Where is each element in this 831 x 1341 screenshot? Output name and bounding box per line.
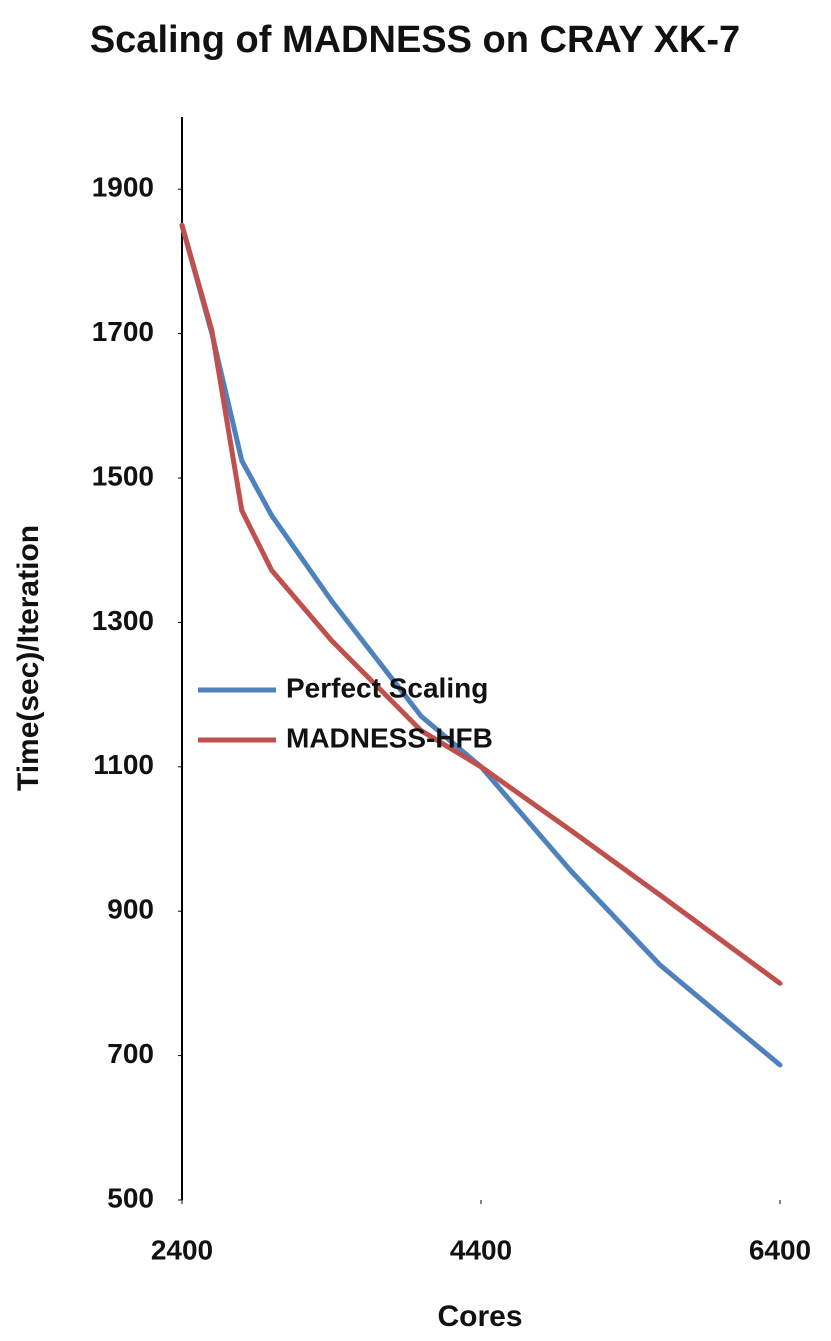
y-tick-label: 1700: [92, 316, 154, 347]
y-tick-label: 1900: [92, 172, 154, 203]
x-axis-label: Cores: [437, 1300, 522, 1333]
y-tick-label: 1300: [92, 605, 154, 636]
x-tick-label: 6400: [749, 1234, 811, 1265]
y-tick-label: 500: [107, 1182, 154, 1213]
x-tick-label: 4400: [450, 1234, 512, 1265]
series-line: [179, 222, 783, 1068]
y-tick-label: 1500: [92, 460, 154, 491]
x-tick-label: 2400: [151, 1234, 213, 1265]
legend-label: MADNESS-HFB: [286, 722, 493, 753]
y-tick-label: 700: [107, 1038, 154, 1069]
y-axis-label: Time(sec)/Iteration: [12, 525, 45, 791]
series-line: [179, 222, 783, 986]
chart-title: Scaling of MADNESS on CRAY XK-7: [90, 19, 740, 61]
y-tick-label: 1100: [93, 749, 154, 780]
legend-label: Perfect Scaling: [286, 672, 488, 703]
y-tick-label: 900: [107, 894, 154, 925]
